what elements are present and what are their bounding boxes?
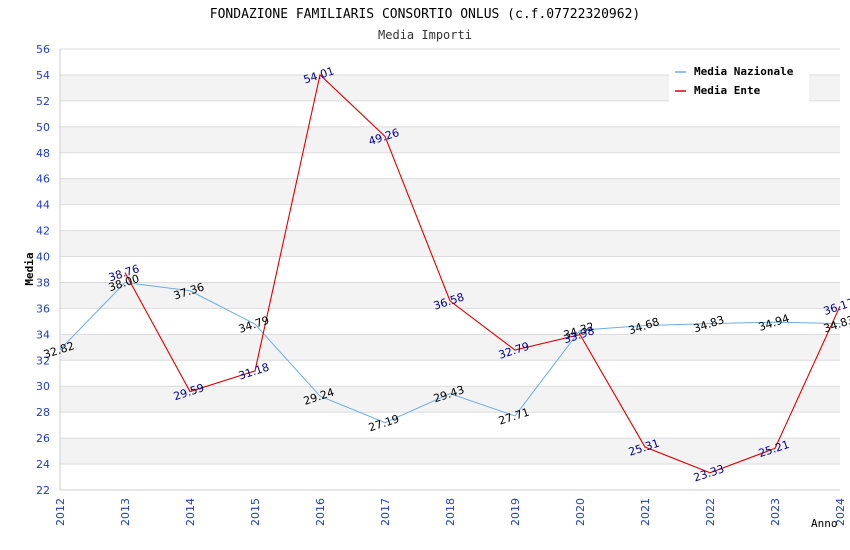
y-tick-label: 38 <box>36 276 50 289</box>
x-tick-labels: 2012 2013 2014 2015 2016 2017 2018 2019 2020 2021… <box>54 498 847 526</box>
y-tick-label: 44 <box>36 199 50 212</box>
data-label: 27.19 <box>367 412 401 434</box>
grid-lines <box>60 48 840 491</box>
chart-title: FONDAZIONE FAMILIARIS CONSORTIO ONLUS (c… <box>210 7 640 22</box>
x-tick-label: 2022 <box>704 498 717 526</box>
y-tick-label: 46 <box>36 173 50 186</box>
y-tick-label: 22 <box>36 484 50 497</box>
series-line-media-ente <box>124 73 841 474</box>
chart-subtitle: Media Importi <box>378 28 472 42</box>
data-label: 23.33 <box>692 462 726 484</box>
legend-label-media-nazionale: Media Nazionale <box>694 65 794 78</box>
data-label: 31.18 <box>237 361 271 383</box>
y-tick-label: 36 <box>36 302 50 315</box>
data-label: 34.94 <box>757 312 791 334</box>
legend-box <box>669 58 809 102</box>
x-tick-label: 2020 <box>574 498 587 526</box>
x-tick-label: 2024 <box>834 498 847 526</box>
y-tick-label: 54 <box>36 69 50 82</box>
grid-band <box>60 282 840 309</box>
y-tick-labels: 22 24 26 28 30 32 34 36 38 40 42 44 46 48 50 52 54 56 <box>36 43 50 497</box>
x-tick-label: 2023 <box>769 498 782 526</box>
y-tick-label: 56 <box>36 43 50 56</box>
grid-bands <box>60 74 840 465</box>
y-tick-label: 26 <box>36 432 50 445</box>
y-tick-label: 42 <box>36 225 50 238</box>
legend: Media Nazionale Media Ente <box>669 58 809 102</box>
series-lines <box>59 73 841 474</box>
grid-band <box>60 178 840 205</box>
y-tick-label: 48 <box>36 147 50 160</box>
x-axis-label: Anno <box>811 517 838 530</box>
y-tick-label: 24 <box>36 458 50 471</box>
legend-label-media-ente: Media Ente <box>694 84 761 97</box>
x-tick-label: 2019 <box>509 498 522 526</box>
y-tick-label: 50 <box>36 121 50 134</box>
y-tick-label: 34 <box>36 328 50 341</box>
x-tick-label: 2021 <box>639 498 652 526</box>
x-tick-label: 2014 <box>184 498 197 526</box>
series-line-media-nazionale <box>59 281 841 424</box>
y-tick-label: 28 <box>36 406 50 419</box>
x-tick-label: 2018 <box>444 498 457 526</box>
y-axis-label: Media <box>23 252 36 285</box>
x-tick-label: 2017 <box>379 498 392 526</box>
x-tick-label: 2016 <box>314 498 327 526</box>
data-label: 34.83 <box>692 313 726 335</box>
grid-band <box>60 126 840 153</box>
y-tick-label: 32 <box>36 354 50 367</box>
x-tick-label: 2015 <box>249 498 262 526</box>
grid-band <box>60 230 840 257</box>
grid-band <box>60 334 840 361</box>
y-tick-label: 52 <box>36 95 50 108</box>
x-tick-label: 2012 <box>54 498 67 526</box>
y-tick-label: 30 <box>36 380 50 393</box>
y-tick-label: 40 <box>36 251 50 264</box>
x-tick-label: 2013 <box>119 498 132 526</box>
grid-band <box>60 438 840 465</box>
